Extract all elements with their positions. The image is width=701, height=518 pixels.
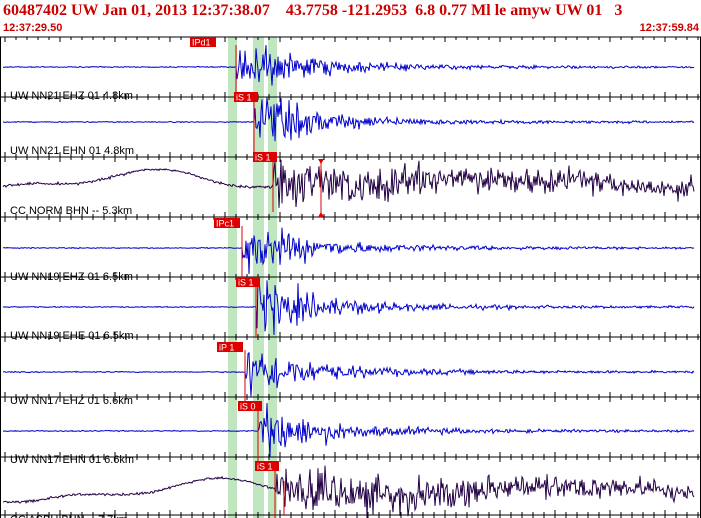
waveform-trace (2, 351, 695, 397)
trace-row: iS 1 CC NORM BHN -- 5.3km (2, 152, 695, 217)
station-label: CC ASBU BHN -- 7.7km (10, 514, 128, 518)
pick-label-box[interactable] (236, 277, 260, 287)
pick-label: iS 0 (240, 402, 256, 412)
pick-label: iS 1 (255, 153, 271, 163)
trace-row: iS 1 UW NN19 EHE 01 6.5km (2, 277, 695, 342)
trace-row: IPc1 UW NN19 EHZ 01 6.5km (2, 218, 695, 283)
waveform-trace (2, 278, 695, 336)
station-label: UW NN21 EHZ 01 4.8km (10, 90, 133, 102)
waveform-trace (2, 45, 695, 86)
pick-label-box[interactable] (255, 461, 279, 471)
waveform-trace (2, 97, 695, 142)
station-label: UW NN19 EHE 01 6.5km (10, 330, 133, 342)
pick-label: IPd1 (192, 38, 211, 48)
pick-label: iP 1 (219, 343, 234, 353)
event-header: 60487402 UW Jan 01, 2013 12:37:38.07 43.… (0, 0, 701, 36)
end-time: 12:37:59.84 (639, 22, 699, 34)
pick-label: iS 1 (257, 462, 273, 472)
pick-label-box[interactable] (217, 342, 243, 352)
event-title: 60487402 UW Jan 01, 2013 12:37:38.07 43.… (3, 2, 623, 19)
station-label: UW NN17 EHZ 01 6.6km (10, 395, 133, 407)
amplitude-marker (318, 159, 324, 164)
station-label: CC NORM BHN -- 5.3km (10, 205, 132, 217)
pick-label-box[interactable] (190, 37, 216, 47)
pick-label: iS 1 (236, 93, 252, 103)
waveform-trace (2, 227, 695, 275)
trace-row: IPd1 UW NN21 EHZ 01 4.8km (2, 37, 695, 102)
station-label: UW NN21 EHN 01 4.8km (10, 145, 134, 157)
trace-row: iS 0 UW NN17 EHN 01 6.6km (3, 401, 695, 466)
trace-row: iS 1 UW NN21 EHN 01 4.8km (2, 92, 695, 157)
waveform-trace (2, 465, 695, 518)
pick-label-box[interactable] (253, 152, 277, 162)
station-label: UW NN17 EHN 01 6.6km (10, 454, 134, 466)
start-time: 12:37:29.50 (3, 22, 63, 34)
waveform-trace (2, 159, 695, 208)
amplitude-marker (318, 212, 324, 217)
trace-row: iS 1 CC ASBU BHN -- 7.7km (2, 461, 695, 518)
station-label: UW NN19 EHZ 01 6.5km (10, 271, 133, 283)
pick-label: iS 1 (238, 278, 254, 288)
pick-label: IPc1 (216, 219, 234, 229)
pick-label-box[interactable] (234, 92, 258, 102)
trace-row: iP 1 UW NN17 EHZ 01 6.6km (2, 342, 695, 407)
waveform-trace (3, 402, 695, 458)
pick-label-box[interactable] (238, 401, 262, 411)
pick-label-box[interactable] (214, 218, 240, 228)
